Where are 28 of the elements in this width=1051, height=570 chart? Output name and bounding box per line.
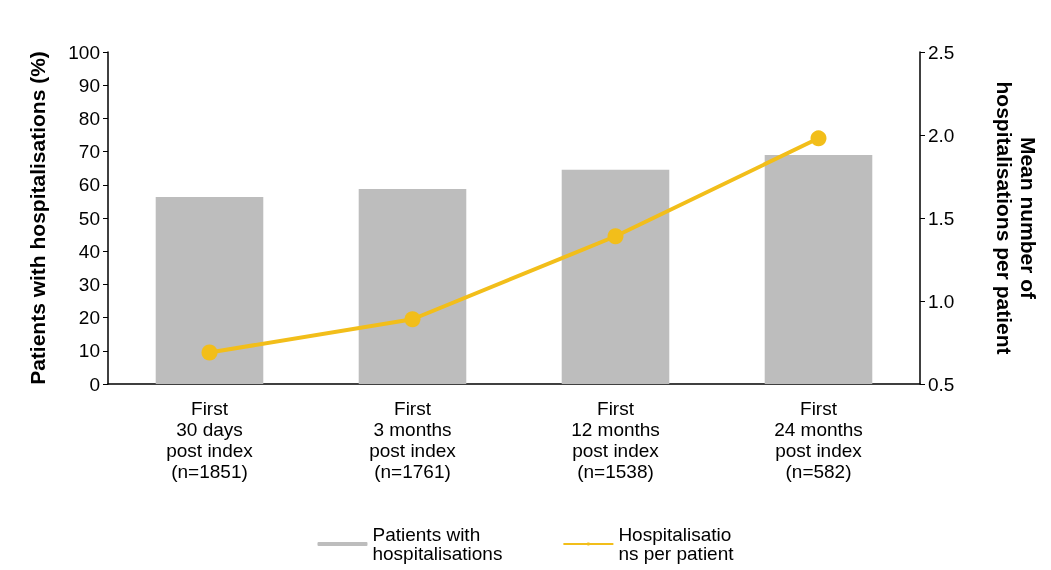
y2-tick-label: 1.0 bbox=[928, 290, 955, 312]
y-tick-label: 0 bbox=[89, 373, 100, 395]
legend-label: Hospitalisatio ns per patient bbox=[618, 524, 735, 564]
y2-tick-label: 2.5 bbox=[928, 41, 955, 63]
x-tick-label: First 24 months post index (n=582) bbox=[774, 398, 863, 482]
y-tick-label: 20 bbox=[78, 307, 100, 329]
y-tick-label: 50 bbox=[78, 207, 100, 229]
y-tick-label: 30 bbox=[78, 273, 100, 295]
y-tick-label: 80 bbox=[78, 107, 100, 129]
y2-tick-label: 2.0 bbox=[928, 124, 955, 146]
x-tick-label: First 12 months post index (n=1538) bbox=[571, 398, 660, 482]
y2-tick-label: 0.5 bbox=[928, 373, 955, 395]
y2-axis-title: Mean number of hospitalisations per patient bbox=[992, 81, 1040, 355]
y-tick-label: 60 bbox=[78, 174, 100, 196]
x-tick-label: First 3 months post index (n=1761) bbox=[369, 398, 457, 482]
y-tick-label: 40 bbox=[78, 240, 100, 262]
point bbox=[201, 344, 218, 361]
y-tick-label: 90 bbox=[78, 74, 100, 96]
point bbox=[810, 130, 827, 147]
x-tick-label: First 30 days post index (n=1851) bbox=[166, 398, 254, 482]
y-tick-label: 100 bbox=[68, 41, 100, 63]
y2-tick-label: 1.5 bbox=[928, 207, 955, 229]
y-tick-label: 10 bbox=[78, 340, 100, 362]
point bbox=[404, 311, 421, 328]
legend-label: Patients with hospitalisations bbox=[372, 524, 503, 564]
y-tick-label: 70 bbox=[78, 141, 100, 163]
y-axis-title: Patients with hospitalisations (%) bbox=[26, 51, 49, 385]
point bbox=[607, 228, 624, 245]
